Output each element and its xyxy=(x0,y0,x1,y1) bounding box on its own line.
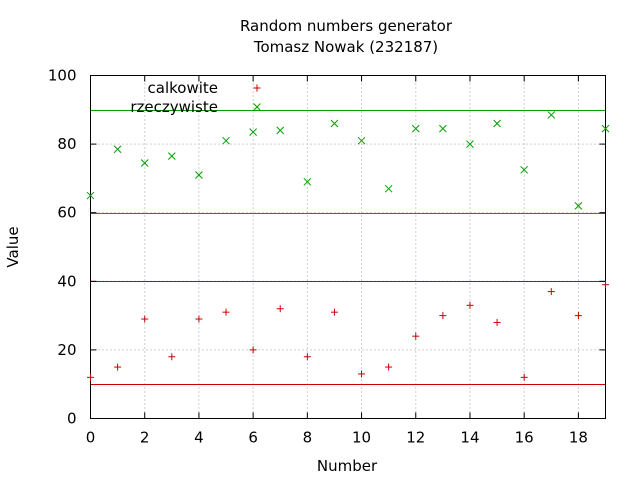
point-rzeczywiste xyxy=(249,128,257,136)
x-tick-label: 16 xyxy=(515,429,534,447)
point-calkowite xyxy=(195,315,203,323)
point-rzeczywiste xyxy=(195,171,203,179)
point-calkowite xyxy=(385,363,393,371)
x-tick-label: 4 xyxy=(194,429,204,447)
point-calkowite xyxy=(87,373,94,381)
point-rzeczywiste xyxy=(493,119,501,128)
y-tick-label: 20 xyxy=(57,341,76,359)
x-tick-label: 2 xyxy=(140,429,150,447)
point-rzeczywiste xyxy=(520,165,529,174)
x-axis-label: Number xyxy=(317,457,378,475)
x-tick-label: 10 xyxy=(352,429,371,447)
y-tick-label: 0 xyxy=(67,410,77,428)
y-tick-label: 100 xyxy=(48,67,77,85)
x-tick-label: 12 xyxy=(406,429,425,447)
plot-frame xyxy=(90,75,606,419)
x-tick-label: 0 xyxy=(86,429,96,447)
y-tick-label: 40 xyxy=(57,272,76,290)
y-tick-label: 60 xyxy=(57,204,76,222)
point-calkowite xyxy=(168,353,176,361)
point-rzeczywiste xyxy=(140,159,149,167)
point-rzeczywiste xyxy=(222,136,230,145)
point-calkowite xyxy=(358,370,366,378)
point-rzeczywiste xyxy=(411,124,420,133)
point-calkowite xyxy=(602,281,609,289)
point-calkowite xyxy=(412,332,420,340)
axis-ticks xyxy=(90,75,606,419)
y-axis-label: Value xyxy=(4,226,22,267)
point-calkowite xyxy=(141,315,149,323)
point-rzeczywiste xyxy=(276,126,285,135)
x-tick-label: 6 xyxy=(248,429,258,447)
point-calkowite xyxy=(493,318,501,326)
grid xyxy=(90,75,606,419)
point-calkowite xyxy=(547,288,555,296)
point-calkowite xyxy=(114,363,122,371)
legend-label-calkowite: calkowite xyxy=(148,79,218,97)
point-rzeczywiste xyxy=(466,140,474,148)
point-calkowite xyxy=(222,308,230,316)
legend-marker-calkowite xyxy=(253,84,261,92)
point-calkowite xyxy=(330,308,338,316)
point-rzeczywiste xyxy=(601,124,610,133)
point-calkowite xyxy=(439,312,447,320)
point-rzeczywiste xyxy=(303,177,312,186)
point-calkowite xyxy=(303,353,311,361)
point-calkowite xyxy=(276,305,284,313)
point-calkowite xyxy=(520,373,528,381)
point-rzeczywiste xyxy=(167,152,176,160)
x-tick-label: 18 xyxy=(569,429,588,447)
data-points xyxy=(86,111,610,381)
point-rzeczywiste xyxy=(357,136,366,145)
point-calkowite xyxy=(466,301,474,309)
point-rzeczywiste xyxy=(330,119,339,128)
legend-marker-rzeczywiste xyxy=(253,103,261,111)
point-rzeczywiste xyxy=(113,145,122,154)
point-rzeczywiste xyxy=(574,201,583,210)
x-tick-label: 8 xyxy=(303,429,313,447)
legend-label-rzeczywiste: rzeczywiste xyxy=(130,98,218,116)
point-rzeczywiste xyxy=(86,191,95,200)
tick-labels: 0 2 4 6 8 10 12 14 16 18 0 20 40 60 80 100 xyxy=(48,67,588,447)
point-rzeczywiste xyxy=(384,184,393,193)
point-calkowite xyxy=(574,312,582,320)
chart-title: Random numbers generator xyxy=(240,17,453,35)
point-rzeczywiste xyxy=(439,124,447,133)
y-tick-label: 80 xyxy=(57,135,76,153)
point-calkowite xyxy=(249,346,257,354)
point-rzeczywiste xyxy=(547,111,556,119)
x-tick-label: 14 xyxy=(460,429,479,447)
chart-subtitle: Tomasz Nowak (232187) xyxy=(253,38,438,56)
reference-lines xyxy=(90,110,606,385)
